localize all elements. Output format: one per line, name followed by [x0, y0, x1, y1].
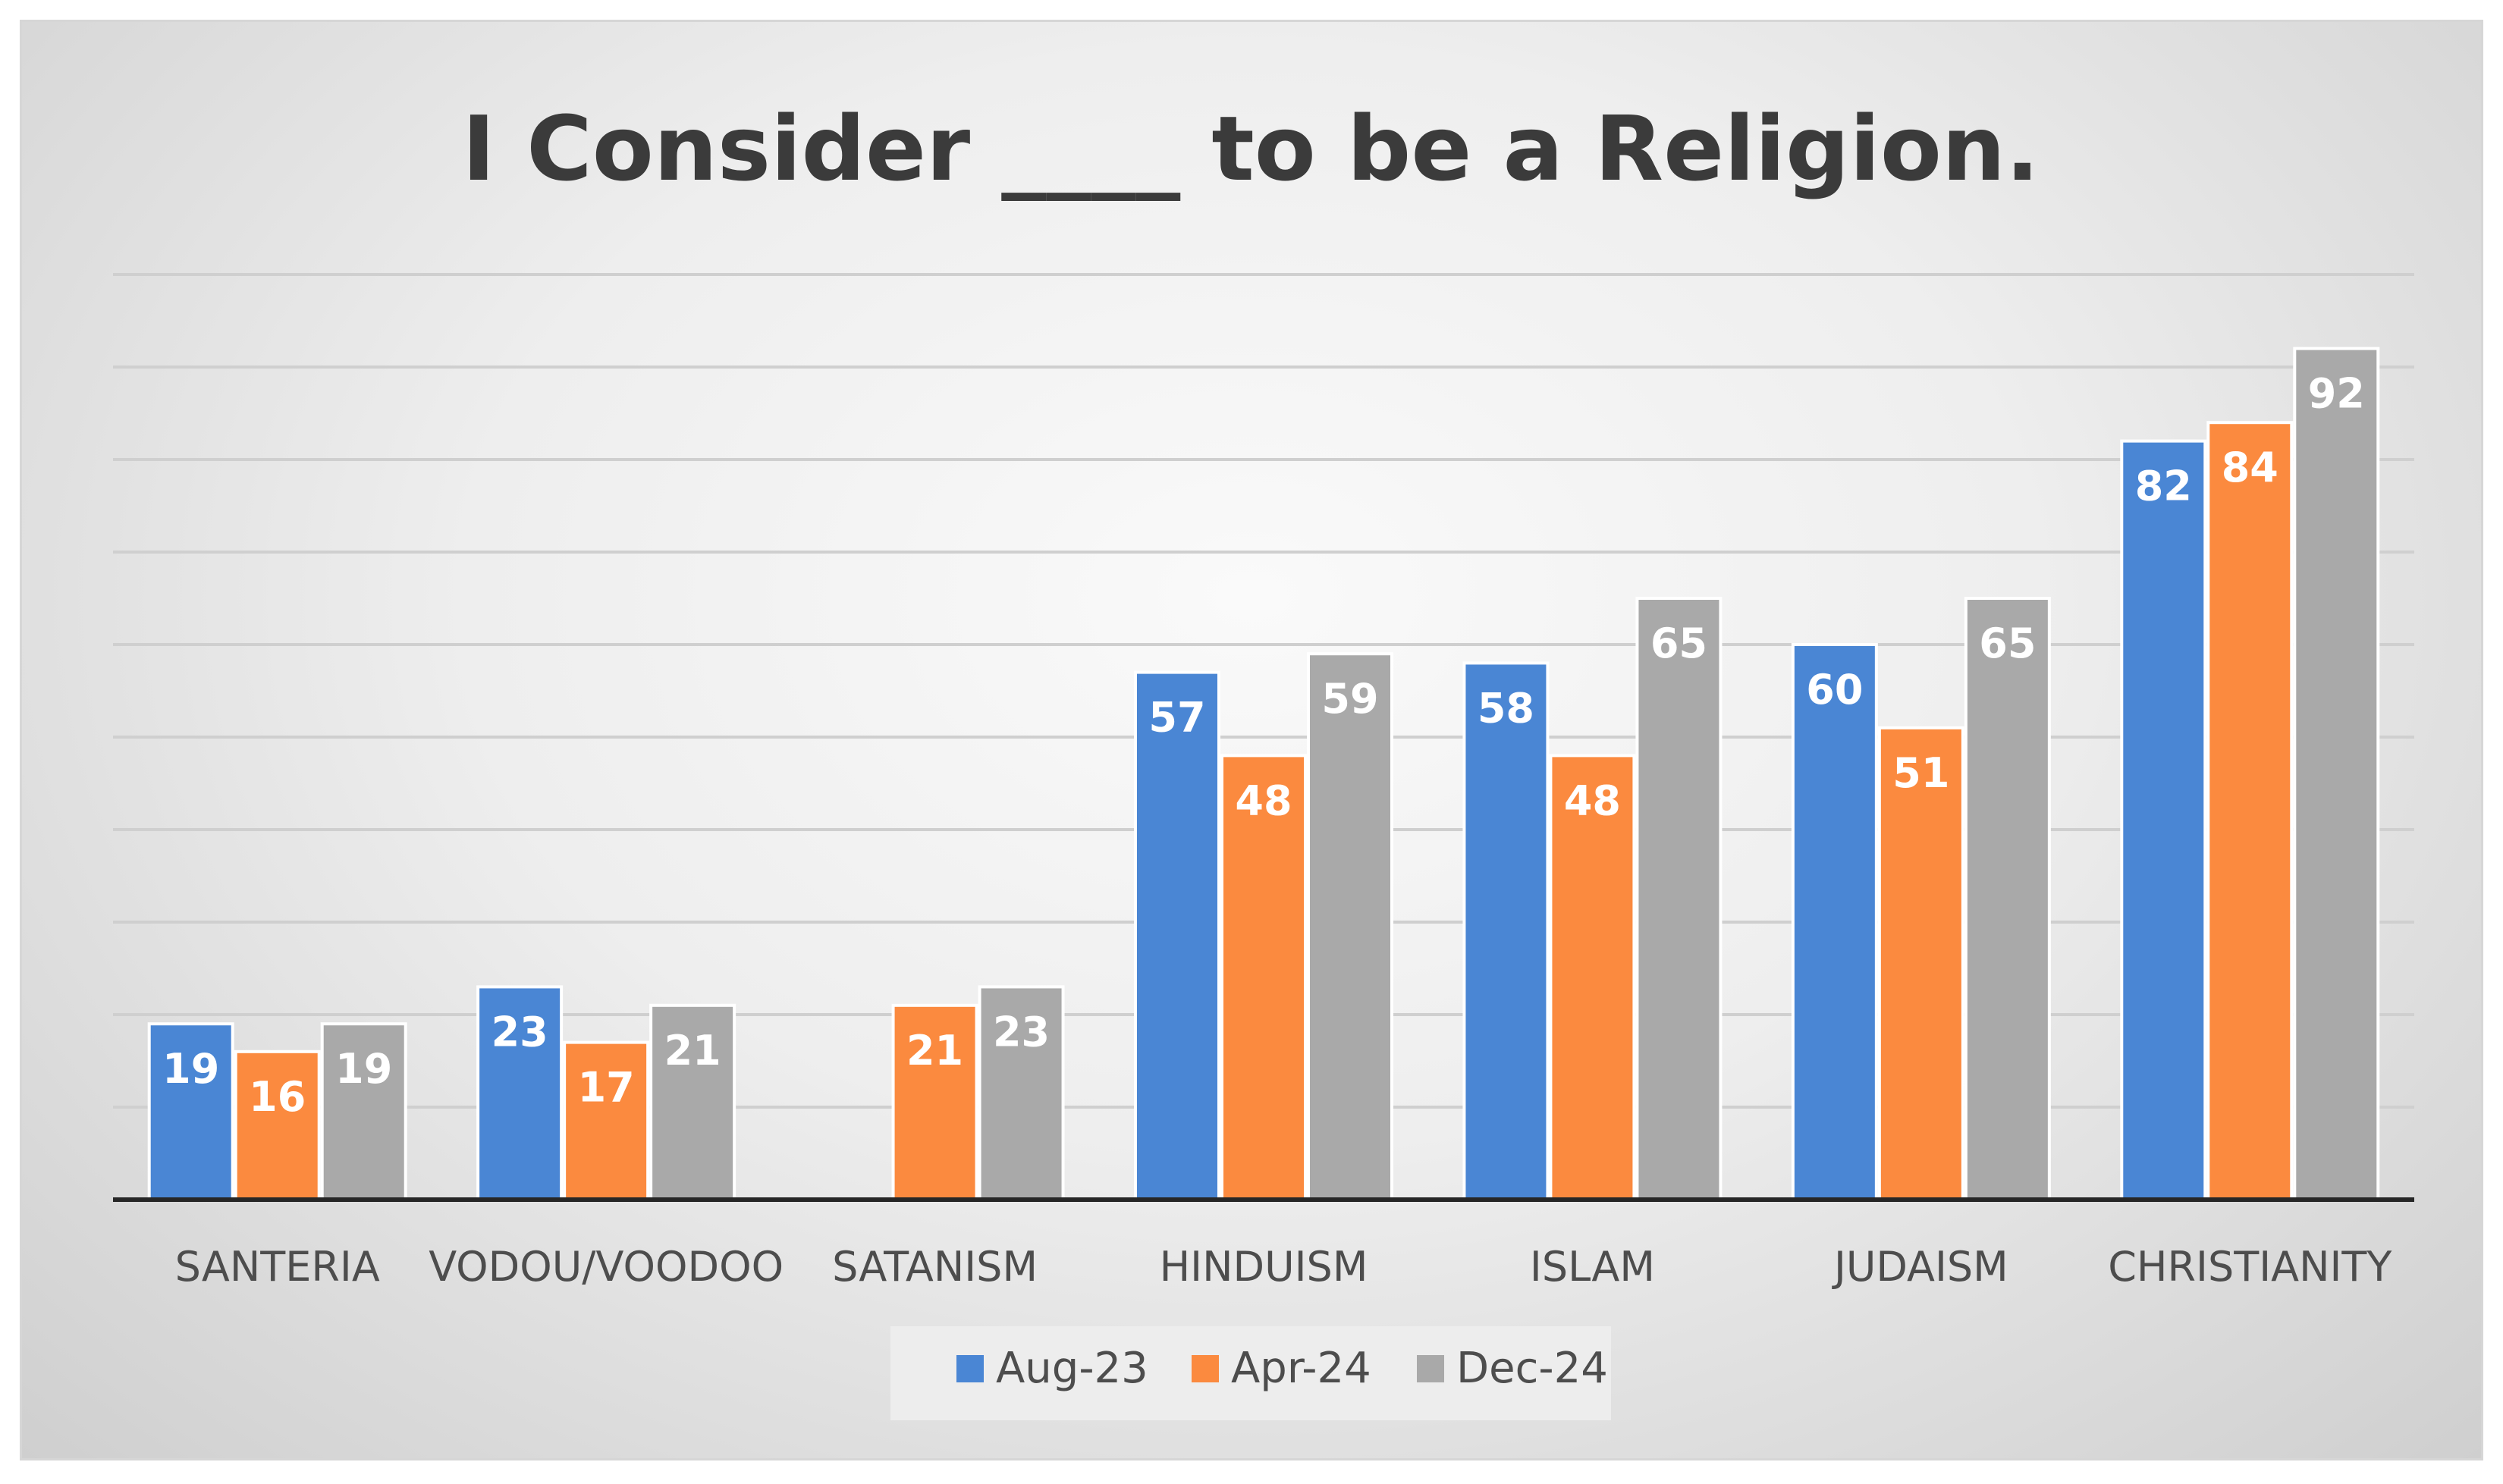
bar-apr-24-vodou-voodoo	[563, 1040, 650, 1201]
category-label: ISLAM	[1530, 1243, 1655, 1291]
category-label: SATANISM	[832, 1243, 1038, 1291]
legend-label-aug-23: Aug-23	[996, 1344, 1148, 1393]
data-label: 59	[1321, 675, 1378, 723]
data-label: 82	[2135, 463, 2192, 510]
bar-aug-23-vodou-voodoo	[476, 985, 564, 1202]
bar-dec-24-hinduism	[1307, 652, 1393, 1201]
bar-apr-24-hinduism	[1220, 754, 1307, 1201]
data-label: 58	[1478, 684, 1534, 732]
data-label: 51	[1892, 749, 1949, 797]
bar-aug-23-judaism	[1791, 643, 1878, 1201]
data-label: 19	[162, 1045, 219, 1093]
bar-apr-24-judaism	[1877, 726, 1964, 1201]
data-label: 65	[1650, 620, 1707, 667]
bar-dec-24-islam	[1635, 597, 1723, 1201]
category-label: JUDAISM	[1832, 1243, 2008, 1291]
legend-label-apr-24: Apr-24	[1231, 1344, 1371, 1393]
chart-svg: I Consider ____ to be a Religion. 191619…	[113, 96, 2414, 1420]
data-label: 92	[2308, 370, 2365, 418]
data-label: 23	[993, 1008, 1050, 1056]
bar-apr-24-satanism	[891, 1003, 978, 1202]
bar-dec-24-vodou-voodoo	[649, 1003, 736, 1202]
data-label: 48	[1235, 777, 1292, 824]
bar-dec-24-christianity	[2293, 347, 2380, 1202]
data-label: 84	[2222, 444, 2278, 491]
data-label: 21	[664, 1027, 721, 1075]
legend-background	[890, 1326, 1611, 1420]
bar-aug-23-islam	[1462, 661, 1550, 1201]
legend-label-dec-24: Dec-24	[1456, 1344, 1608, 1393]
data-label: 17	[578, 1064, 635, 1112]
data-label: 19	[335, 1045, 392, 1093]
bar-apr-24-islam	[1549, 754, 1636, 1201]
category-label: VODOU/VOODOO	[429, 1243, 784, 1291]
bars	[147, 347, 2380, 1202]
data-label: 57	[1148, 694, 1205, 742]
bar-apr-24-santeria	[234, 1049, 321, 1202]
bar-aug-23-christianity	[2120, 439, 2207, 1201]
category-labels: SANTERIA VODOU/VOODOO SATANISM HINDUISM ISLA…	[175, 1243, 2393, 1291]
data-label: 21	[906, 1027, 963, 1075]
data-label: 48	[1564, 777, 1621, 824]
data-label: 65	[1979, 620, 2036, 667]
legend-swatch-aug-23	[956, 1355, 984, 1382]
chart-frame: I Consider ____ to be a Religion. 19 16 19…	[20, 20, 2483, 1460]
chart-title: I Consider ____ to be a Religion.	[462, 96, 2040, 201]
legend-swatch-apr-24	[1192, 1355, 1219, 1382]
category-label: CHRISTIANITY	[2108, 1243, 2392, 1291]
legend-swatch-dec-24	[1417, 1355, 1444, 1382]
category-label: HINDUISM	[1160, 1243, 1368, 1291]
category-label: SANTERIA	[175, 1243, 380, 1291]
data-label: 60	[1806, 666, 1863, 714]
bar-dec-24-judaism	[1964, 597, 2051, 1201]
legend: Aug-23 Apr-24 Dec-24	[890, 1326, 1611, 1420]
bar-apr-24-christianity	[2206, 421, 2294, 1202]
data-label: 23	[491, 1008, 548, 1056]
bar-aug-23-hinduism	[1134, 670, 1220, 1201]
data-labels: 19 16 19 23 17 21 21 23 57 48 59 58 48 65 60 51 65 82 84 92	[162, 370, 2365, 1121]
data-label: 16	[249, 1073, 306, 1121]
bar-aug-23-santeria	[147, 1022, 234, 1201]
